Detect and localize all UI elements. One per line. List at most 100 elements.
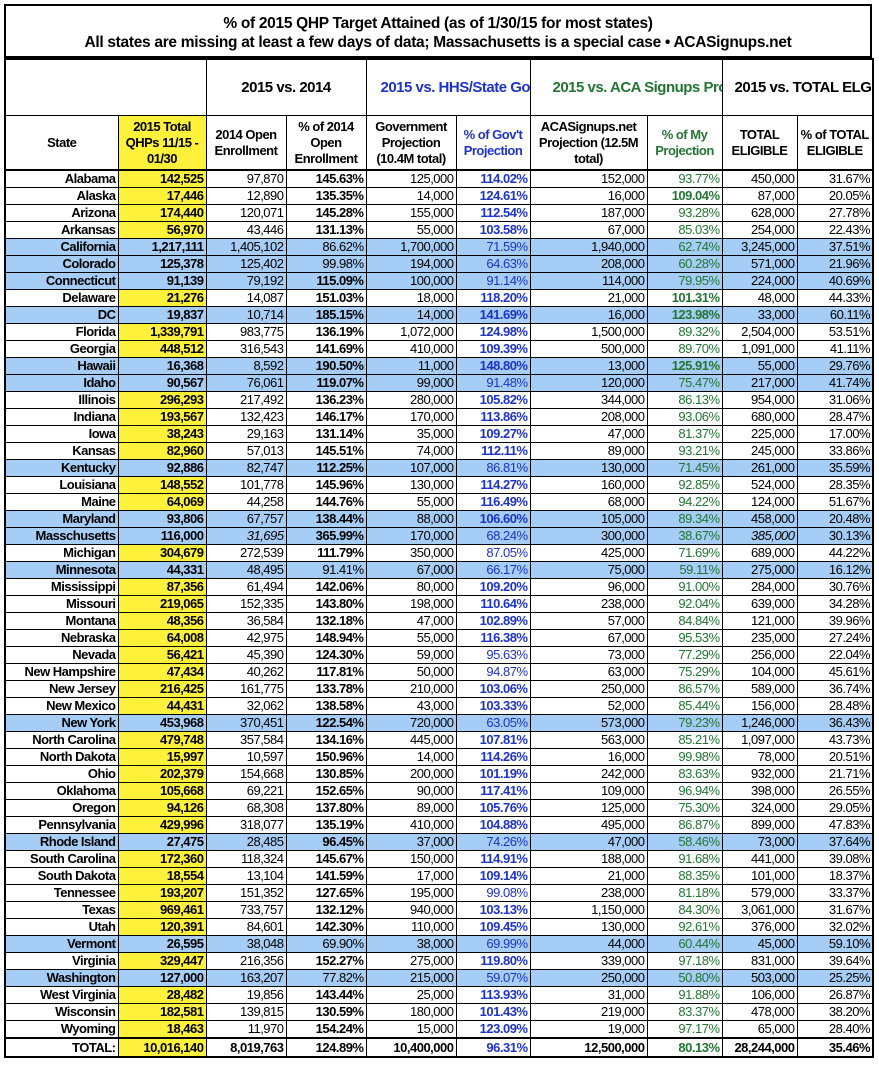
cell-gov-projection[interactable]: 55,000 (365, 221, 457, 239)
cell-enroll-2014[interactable]: 38,048 (205, 935, 287, 953)
cell-pct-eligible[interactable]: 37.51% (796, 238, 874, 256)
cell-state[interactable]: Florida (4, 323, 119, 341)
cell-pct-gov[interactable]: 107.81% (455, 731, 531, 749)
cell-pct-gov[interactable]: 91.48% (455, 374, 531, 392)
cell-pct-gov[interactable]: 119.80% (455, 952, 531, 970)
cell-state[interactable]: DC (4, 306, 119, 324)
cell-pct-2014[interactable]: 143.80% (285, 595, 367, 613)
cell-pct-gov[interactable]: 110.64% (455, 595, 531, 613)
cell-pct-eligible[interactable]: 31.67% (796, 901, 874, 919)
cell-enroll-2014[interactable]: 151,352 (205, 884, 287, 902)
cell-aca-projection[interactable]: 238,000 (529, 884, 648, 902)
cell-aca-projection[interactable]: 19,000 (529, 1020, 648, 1039)
cell-total-eligible[interactable]: 235,000 (721, 629, 798, 647)
cell-enroll-2014[interactable]: 29,163 (205, 425, 287, 443)
cell-total-eligible[interactable]: 78,000 (721, 748, 798, 766)
cell-pct-gov[interactable]: 59.07% (455, 969, 531, 987)
cell-qhp-2015[interactable]: 93,806 (117, 510, 207, 528)
cell-pct-gov[interactable]: 114.91% (455, 850, 531, 868)
cell-state[interactable]: Rhode Island (4, 833, 119, 851)
cell-enroll-2014[interactable]: 36,584 (205, 612, 287, 630)
cell-total-eligible[interactable]: 275,000 (721, 561, 798, 579)
cell-pct-my[interactable]: 92.61% (646, 918, 723, 936)
cell-qhp-2015[interactable]: 193,207 (117, 884, 207, 902)
cell-aca-projection[interactable]: 57,000 (529, 612, 648, 630)
cell-pct-my[interactable]: 59.11% (646, 561, 723, 579)
cell-enroll-2014[interactable]: 217,492 (205, 391, 287, 409)
cell-aca-projection[interactable]: 67,000 (529, 221, 648, 239)
cell-pct-my[interactable]: 71.69% (646, 544, 723, 562)
cell-state[interactable]: Vermont (4, 935, 119, 953)
cell-state[interactable]: Arizona (4, 204, 119, 222)
cell-pct-my[interactable]: 94.22% (646, 493, 723, 511)
cell-qhp-2015[interactable]: 148,552 (117, 476, 207, 494)
cell-pct-gov[interactable]: 63.05% (455, 714, 531, 732)
cell-total-eligible[interactable]: 104,000 (721, 663, 798, 681)
cell-pct-eligible[interactable]: 33.86% (796, 442, 874, 460)
cell-pct-2014[interactable]: 151.03% (285, 289, 367, 307)
cell-pct-eligible[interactable]: 22.43% (796, 221, 874, 239)
cell-gov-projection[interactable]: 10,400,000 (365, 1037, 457, 1058)
cell-gov-projection[interactable]: 410,000 (365, 816, 457, 834)
cell-aca-projection[interactable]: 68,000 (529, 493, 648, 511)
cell-total-eligible[interactable]: 324,000 (721, 799, 798, 817)
cell-gov-projection[interactable]: 43,000 (365, 697, 457, 715)
cell-enroll-2014[interactable]: 12,890 (205, 187, 287, 205)
cell-state[interactable]: Alabama (4, 169, 119, 188)
cell-qhp-2015[interactable]: 479,748 (117, 731, 207, 749)
cell-qhp-2015[interactable]: 216,425 (117, 680, 207, 698)
cell-pct-gov[interactable]: 124.98% (455, 323, 531, 341)
cell-gov-projection[interactable]: 280,000 (365, 391, 457, 409)
cell-aca-projection[interactable]: 238,000 (529, 595, 648, 613)
cell-total-eligible[interactable]: 441,000 (721, 850, 798, 868)
cell-pct-my[interactable]: 99.98% (646, 748, 723, 766)
cell-qhp-2015[interactable]: 142,525 (117, 169, 207, 188)
cell-total-eligible[interactable]: 33,000 (721, 306, 798, 324)
cell-gov-projection[interactable]: 88,000 (365, 510, 457, 528)
cell-qhp-2015[interactable]: 19,837 (117, 306, 207, 324)
cell-gov-projection[interactable]: 14,000 (365, 748, 457, 766)
cell-total-eligible[interactable]: 680,000 (721, 408, 798, 426)
cell-aca-projection[interactable]: 63,000 (529, 663, 648, 681)
cell-aca-projection[interactable]: 208,000 (529, 255, 648, 273)
cell-total-eligible[interactable]: 48,000 (721, 289, 798, 307)
cell-enroll-2014[interactable]: 125,402 (205, 255, 287, 273)
cell-total-eligible[interactable]: 261,000 (721, 459, 798, 477)
cell-pct-gov[interactable]: 113.86% (455, 408, 531, 426)
cell-enroll-2014[interactable]: 8,019,763 (205, 1037, 287, 1058)
cell-enroll-2014[interactable]: 68,308 (205, 799, 287, 817)
cell-gov-projection[interactable]: 59,000 (365, 646, 457, 664)
cell-pct-gov[interactable]: 105.82% (455, 391, 531, 409)
cell-aca-projection[interactable]: 109,000 (529, 782, 648, 800)
cell-pct-eligible[interactable]: 33.37% (796, 884, 874, 902)
cell-pct-my[interactable]: 125.91% (646, 357, 723, 375)
cell-state[interactable]: Illinois (4, 391, 119, 409)
cell-pct-2014[interactable]: 77.82% (285, 969, 367, 987)
cell-enroll-2014[interactable]: 10,597 (205, 748, 287, 766)
cell-pct-my[interactable]: 71.45% (646, 459, 723, 477)
cell-enroll-2014[interactable]: 42,975 (205, 629, 287, 647)
cell-pct-eligible[interactable]: 27.78% (796, 204, 874, 222)
cell-state[interactable]: Wyoming (4, 1020, 119, 1039)
cell-gov-projection[interactable]: 17,000 (365, 867, 457, 885)
cell-enroll-2014[interactable]: 28,485 (205, 833, 287, 851)
cell-pct-2014[interactable]: 145.51% (285, 442, 367, 460)
cell-state[interactable]: Tennessee (4, 884, 119, 902)
cell-qhp-2015[interactable]: 296,293 (117, 391, 207, 409)
cell-pct-eligible[interactable]: 27.24% (796, 629, 874, 647)
cell-total-eligible[interactable]: 256,000 (721, 646, 798, 664)
cell-pct-2014[interactable]: 96.45% (285, 833, 367, 851)
cell-pct-eligible[interactable]: 51.67% (796, 493, 874, 511)
cell-state[interactable]: North Carolina (4, 731, 119, 749)
cell-state[interactable]: Nebraska (4, 629, 119, 647)
cell-pct-2014[interactable]: 115.09% (285, 272, 367, 290)
cell-total-eligible[interactable]: 101,000 (721, 867, 798, 885)
cell-pct-eligible[interactable]: 26.87% (796, 986, 874, 1004)
cell-aca-projection[interactable]: 1,940,000 (529, 238, 648, 256)
cell-pct-eligible[interactable]: 39.64% (796, 952, 874, 970)
cell-qhp-2015[interactable]: 1,339,791 (117, 323, 207, 341)
cell-pct-eligible[interactable]: 59.10% (796, 935, 874, 953)
cell-qhp-2015[interactable]: 90,567 (117, 374, 207, 392)
cell-aca-projection[interactable]: 16,000 (529, 748, 648, 766)
cell-state[interactable]: New Jersey (4, 680, 119, 698)
